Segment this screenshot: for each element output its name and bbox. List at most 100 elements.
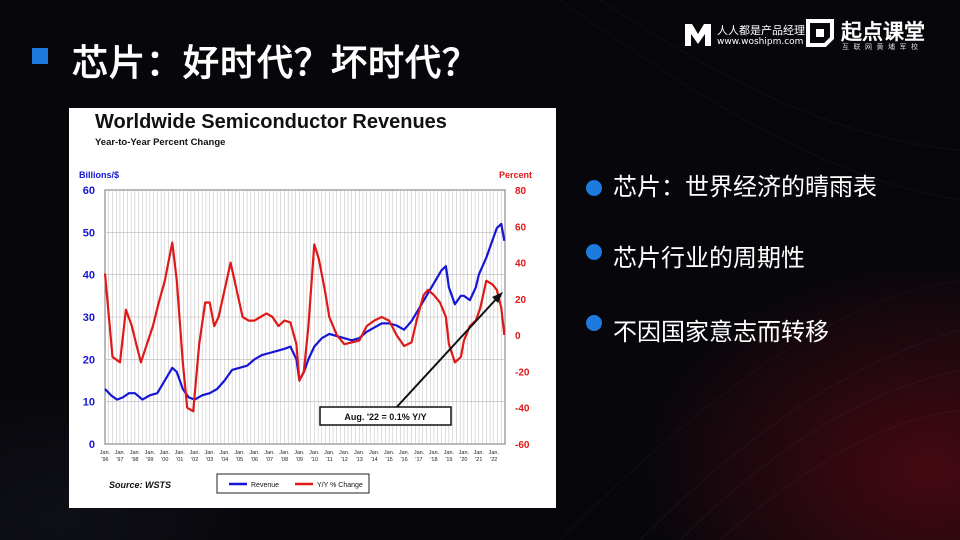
chart-svg: Worldwide Semiconductor Revenues Year-to… — [79, 111, 532, 494]
y-left-tick-label: 40 — [83, 270, 95, 282]
qidian-logo-name: 起点课堂 — [841, 20, 925, 44]
yoy-change-series-line — [103, 241, 506, 413]
y-right-tick-label: -60 — [515, 440, 530, 451]
annotation-arrow-line — [393, 295, 500, 411]
qidian-logo-mark-icon — [806, 19, 834, 47]
y-left-axis-label: Billions/$ — [79, 170, 119, 180]
bullet-text: 芯片：世界经济的晴雨表 — [613, 173, 877, 201]
x-tick-label: '02 — [191, 457, 198, 463]
x-tick-label: '99 — [146, 457, 153, 463]
x-tick-label-top: Jan. — [444, 450, 455, 456]
x-tick-label: '06 — [251, 457, 258, 463]
x-tick-label-top: Jan. — [204, 450, 215, 456]
y-right-tick-label: 0 — [515, 331, 521, 342]
x-tick-label: '20 — [460, 457, 467, 463]
x-tick-label-top: Jan. — [234, 450, 245, 456]
y-right-tick-label: 60 — [515, 222, 527, 233]
legend-yoy-label: Y/Y % Change — [317, 482, 363, 489]
revenue-series-line — [104, 222, 506, 401]
woshipm-logo-url: www.woshipm.com — [717, 37, 804, 47]
x-tick-label: '04 — [221, 457, 228, 463]
bullet-dot — [586, 315, 602, 331]
y-left-tick-label: 20 — [83, 354, 95, 366]
x-tick-label: '08 — [281, 457, 288, 463]
x-tick-label-top: Jan. — [414, 450, 425, 456]
x-tick-label-top: Jan. — [309, 450, 320, 456]
legend-revenue-label: Revenue — [251, 482, 279, 489]
x-tick-label-top: Jan. — [249, 450, 260, 456]
bullet-dot — [586, 180, 602, 196]
x-tick-label: '16 — [400, 457, 407, 463]
title-bullet-square — [32, 48, 48, 64]
x-tick-label-top: Jan. — [324, 450, 335, 456]
x-tick-label-top: Jan. — [160, 450, 171, 456]
y-left-tick-label: 30 — [83, 312, 95, 324]
chart-source: Source: WSTS — [109, 480, 171, 490]
y-right-tick-label: -40 — [515, 404, 530, 415]
x-tick-label: '12 — [341, 457, 348, 463]
x-tick-label: '97 — [116, 457, 123, 463]
x-tick-label-top: Jan. — [294, 450, 305, 456]
x-tick-label: '18 — [430, 457, 437, 463]
y-left-tick-label: 10 — [83, 397, 95, 409]
y-right-tick-label: 20 — [515, 295, 527, 306]
x-tick-label: '09 — [296, 457, 303, 463]
chart-series — [103, 222, 506, 413]
y-right-tick-label: 40 — [515, 259, 527, 270]
legend-box — [216, 473, 370, 494]
x-tick-label: '19 — [445, 457, 452, 463]
x-tick-label-top: Jan. — [219, 450, 230, 456]
y-left-tick-label: 60 — [83, 185, 95, 197]
chart-annotation: Aug. '22 = 0.1% Y/Y — [319, 292, 503, 426]
x-tick-label: '05 — [236, 457, 243, 463]
x-tick-label-top: Jan. — [100, 450, 111, 456]
x-tick-label-top: Jan. — [145, 450, 156, 456]
x-tick-label: '17 — [415, 457, 422, 463]
x-tick-label-top: Jan. — [339, 450, 350, 456]
y-left-tick-label: 0 — [89, 439, 95, 451]
woshipm-logo-name: 人人都是产品经理 — [717, 24, 805, 37]
x-tick-label-top: Jan. — [459, 450, 470, 456]
x-tick-label: '21 — [475, 457, 482, 463]
bullet-text: 不因国家意志而转移 — [613, 318, 829, 346]
x-tick-label-top: Jan. — [190, 450, 201, 456]
chart-title: Worldwide Semiconductor Revenues — [95, 111, 447, 133]
y-right-tick-label: -20 — [515, 367, 530, 378]
x-tick-label-top: Jan. — [429, 450, 440, 456]
x-tick-label: '11 — [326, 457, 333, 463]
x-tick-label: '96 — [101, 457, 108, 463]
x-tick-label-top: Jan. — [384, 450, 395, 456]
qidian-logo-subtitle: 互联网黄埔军校 — [842, 43, 923, 51]
x-tick-label-top: Jan. — [130, 450, 141, 456]
y-right-tick-label: 80 — [515, 186, 527, 197]
y-right-axis-label: Percent — [499, 170, 532, 180]
x-tick-label: '10 — [311, 457, 318, 463]
x-tick-label-top: Jan. — [354, 450, 365, 456]
bullet-text: 芯片行业的周期性 — [613, 244, 805, 272]
bullet-dot — [586, 244, 602, 260]
x-tick-label: '98 — [131, 457, 138, 463]
chart-legend: Revenue Y/Y % Change — [216, 473, 370, 494]
x-tick-label: '22 — [490, 457, 497, 463]
semiconductor-revenue-chart: Worldwide Semiconductor Revenues Year-to… — [69, 108, 556, 508]
y-left-tick-label: 50 — [83, 227, 95, 239]
annotation-box — [319, 406, 452, 426]
x-tick-label-top: Jan. — [264, 450, 275, 456]
x-tick-label: '00 — [161, 457, 168, 463]
x-tick-label-top: Jan. — [474, 450, 485, 456]
x-tick-label-top: Jan. — [115, 450, 126, 456]
x-tick-label-top: Jan. — [489, 450, 500, 456]
woshipm-logo-mark-icon — [685, 24, 711, 46]
x-tick-label: '13 — [356, 457, 363, 463]
slide-title: 芯片：好时代？坏时代？ — [72, 43, 480, 84]
x-tick-label: '01 — [176, 457, 183, 463]
x-tick-label-top: Jan. — [279, 450, 290, 456]
x-tick-label: '15 — [386, 457, 393, 463]
x-tick-label: '14 — [371, 457, 378, 463]
x-tick-label: '07 — [266, 457, 273, 463]
chart-grid — [104, 189, 506, 445]
annotation-text: Aug. '22 = 0.1% Y/Y — [344, 412, 426, 422]
annotation-arrow-head — [492, 292, 503, 303]
